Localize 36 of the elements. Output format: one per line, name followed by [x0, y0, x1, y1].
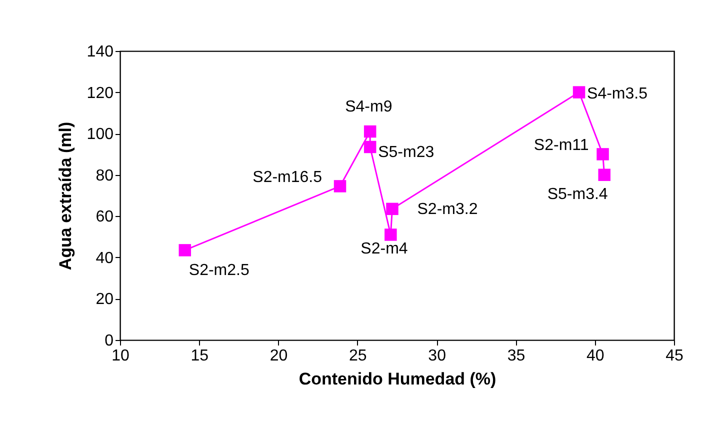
y-tick-label: 20	[96, 291, 114, 308]
point	[596, 148, 609, 160]
point	[334, 180, 346, 192]
point	[178, 244, 192, 256]
point	[364, 125, 376, 138]
annotation: S2-m3.2	[417, 200, 478, 218]
x-tick-label: 10	[112, 348, 130, 364]
x-tick-label: 20	[270, 348, 288, 364]
point	[598, 168, 610, 181]
annotation: S2-m16.5	[252, 169, 322, 186]
point	[386, 202, 398, 216]
x-axis-title: Contenido Humedad (%)	[298, 370, 496, 388]
point	[364, 140, 376, 154]
x-tick-label: 25	[349, 348, 367, 364]
annotation: S4-m3.5	[587, 85, 648, 102]
annotation: S2-m4	[360, 240, 408, 258]
y-tick-label: 140	[86, 44, 114, 60]
annotation: S2-m2.5	[188, 262, 250, 280]
x-tick-label: 30	[428, 348, 446, 364]
annotation: S5-m23	[378, 144, 434, 161]
point	[572, 86, 586, 98]
annotation: S2-m11	[534, 137, 589, 154]
y-tick-label: 80	[96, 167, 114, 184]
annotation: S4-m9	[345, 98, 392, 116]
y-axis-title: Agua extraída (ml)	[56, 122, 75, 270]
annotation: S5-m3.4	[547, 186, 608, 203]
y-tick-label: 120	[86, 84, 114, 102]
y-tick-label: 60	[96, 208, 114, 226]
x-tick-label: 40	[586, 348, 604, 364]
y-tick-label: 40	[96, 250, 114, 267]
x-tick-label: 35	[507, 348, 526, 364]
point	[384, 228, 397, 241]
y-tick-label: 0	[104, 332, 114, 350]
y-tick-label: 100	[86, 126, 114, 144]
x-tick-label: 15	[190, 348, 209, 364]
x-tick-label: 45	[666, 348, 684, 364]
